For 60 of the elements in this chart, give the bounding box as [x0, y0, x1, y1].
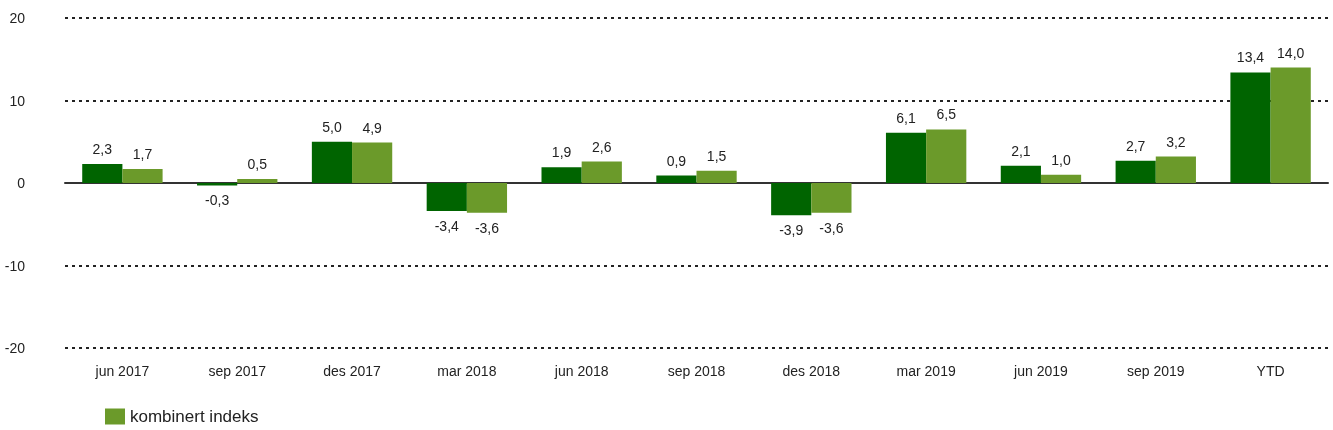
- data-label: 6,1: [896, 109, 916, 126]
- bar: [122, 168, 163, 183]
- data-label: 2,7: [1125, 137, 1146, 154]
- y-tick-label: 20: [9, 10, 26, 26]
- bar: [656, 175, 697, 183]
- data-label: 0,9: [666, 152, 687, 169]
- x-tick-label: sep 2017: [208, 363, 267, 379]
- x-tick-label: jun 2017: [94, 363, 150, 379]
- bar: [926, 129, 967, 183]
- data-label: 13,4: [1236, 49, 1265, 66]
- bar: [541, 167, 582, 183]
- data-label: -3,6: [819, 219, 844, 236]
- data-label: 6,5: [936, 106, 957, 123]
- bar: [1155, 156, 1196, 183]
- y-tick-label: 10: [9, 92, 26, 109]
- bar: [426, 183, 467, 212]
- data-label: 14,0: [1277, 44, 1305, 61]
- legend-label: kombinert indeks: [130, 407, 259, 426]
- data-label: 0,5: [247, 155, 268, 172]
- bar: [311, 141, 353, 183]
- bar: [771, 183, 812, 216]
- bar: [1230, 72, 1271, 183]
- y-tick-label: -10: [4, 257, 26, 274]
- bar: [581, 161, 622, 183]
- x-tick-label: mar 2019: [896, 363, 956, 379]
- x-tick-label: sep 2018: [667, 363, 726, 379]
- data-label: -0,3: [205, 192, 230, 209]
- bar: [1000, 165, 1041, 183]
- data-label: 3,2: [1166, 133, 1186, 150]
- x-tick-label: YTD: [1256, 363, 1285, 379]
- bar: [466, 183, 508, 213]
- data-label: -3,9: [779, 222, 804, 239]
- bar: [237, 178, 278, 183]
- bar: [885, 132, 927, 183]
- data-label: 4,9: [362, 119, 383, 136]
- data-label: 1,0: [1051, 151, 1071, 168]
- data-label: -3,4: [434, 218, 460, 235]
- data-label: 1,5: [706, 147, 727, 164]
- bar: [1040, 174, 1082, 183]
- bar: [352, 142, 393, 183]
- x-tick-label: mar 2018: [437, 363, 497, 379]
- data-label: 1,9: [551, 144, 572, 161]
- x-tick-label: des 2018: [782, 363, 841, 379]
- data-label: -3,6: [474, 219, 500, 236]
- x-tick-label: jun 2019: [1013, 363, 1069, 379]
- bar: [696, 170, 737, 183]
- bar: [1115, 160, 1156, 183]
- y-tick-label: -20: [4, 340, 26, 356]
- data-label: 5,0: [322, 118, 342, 135]
- bar: [1270, 67, 1311, 183]
- data-label: 2,1: [1011, 142, 1031, 159]
- bar: [811, 183, 852, 213]
- x-tick-label: jun 2018: [553, 363, 609, 379]
- bar: [82, 164, 123, 183]
- data-label: 2,6: [592, 138, 612, 155]
- y-tick-label: 0: [17, 175, 26, 191]
- x-tick-label: des 2017: [323, 363, 382, 379]
- data-label: 2,3: [92, 141, 113, 158]
- data-label: 1,7: [132, 145, 153, 162]
- x-tick-label: sep 2019: [1126, 363, 1185, 379]
